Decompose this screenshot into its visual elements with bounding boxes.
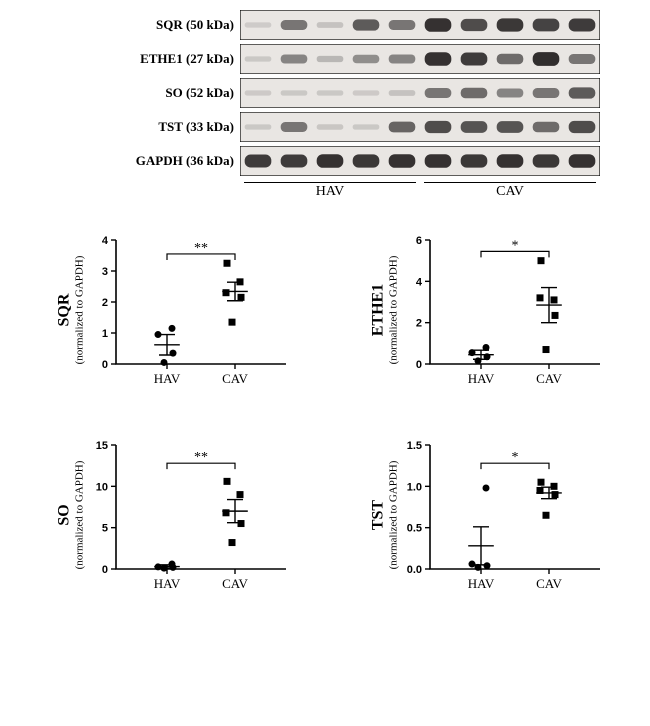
svg-text:0: 0 <box>416 359 422 371</box>
svg-text:**: ** <box>194 450 208 465</box>
blot-label: ETHE1 (27 kDa) <box>120 51 240 67</box>
plot-area: 0 2 4 6 HAV CAV * <box>388 222 608 392</box>
svg-text:0.0: 0.0 <box>407 564 422 576</box>
plot-area: 0 1 2 3 4 HAV CAV ** <box>74 222 294 392</box>
scatter-chart: ETHE1(normalized to GAPDH) 0 2 4 6 HAV CAV * <box>334 222 614 397</box>
svg-text:CAV: CAV <box>222 371 248 386</box>
blot-row: SO (52 kDa) <box>120 78 640 108</box>
sample-group-bar: HAV CAV <box>240 182 640 200</box>
blot-label: GAPDH (36 kDa) <box>120 153 240 169</box>
svg-text:*: * <box>512 450 519 465</box>
svg-text:HAV: HAV <box>468 371 495 386</box>
blot-image <box>240 44 600 74</box>
svg-text:HAV: HAV <box>468 576 495 591</box>
blot-label: TST (33 kDa) <box>120 119 240 135</box>
y-axis-label: TST(normalized to GAPDH) <box>369 460 399 569</box>
svg-text:3: 3 <box>102 266 108 278</box>
blot-label: SO (52 kDa) <box>120 85 240 101</box>
svg-text:1: 1 <box>102 328 108 340</box>
svg-text:6: 6 <box>416 235 422 247</box>
svg-text:CAV: CAV <box>222 576 248 591</box>
svg-text:0: 0 <box>102 359 108 371</box>
svg-text:15: 15 <box>96 440 108 452</box>
blot-row: ETHE1 (27 kDa) <box>120 44 640 74</box>
svg-text:CAV: CAV <box>536 576 562 591</box>
svg-text:1.0: 1.0 <box>407 481 422 493</box>
scatter-chart: SQR(normalized to GAPDH) 0 1 2 3 4 HAV CAV ** <box>20 222 300 397</box>
sample-group-label: CAV <box>424 182 596 200</box>
svg-text:2: 2 <box>416 318 422 330</box>
svg-text:2: 2 <box>102 297 108 309</box>
svg-text:10: 10 <box>96 481 108 493</box>
svg-text:HAV: HAV <box>154 371 181 386</box>
y-axis-label: ETHE1(normalized to GAPDH) <box>369 255 399 364</box>
blot-image <box>240 10 600 40</box>
y-axis-label: SO(normalized to GAPDH) <box>55 460 85 569</box>
svg-text:*: * <box>512 238 519 253</box>
blot-row: SQR (50 kDa) <box>120 10 640 40</box>
svg-text:4: 4 <box>416 276 423 288</box>
svg-text:1.5: 1.5 <box>407 440 422 452</box>
western-blot-panel: SQR (50 kDa) ETHE1 (27 kDa) SO (52 kDa) TST… <box>120 10 640 176</box>
sample-group-label: HAV <box>244 182 416 200</box>
scatter-chart: TST(normalized to GAPDH) 0.0 0.5 1.0 1.5 HAV C… <box>334 427 614 602</box>
blot-image <box>240 78 600 108</box>
svg-text:**: ** <box>194 241 208 256</box>
blot-image <box>240 146 600 176</box>
y-axis-label: SQR(normalized to GAPDH) <box>55 255 85 364</box>
plot-area: 0 5 10 15 HAV CAV ** <box>74 427 294 597</box>
plot-area: 0.0 0.5 1.0 1.5 HAV CAV * <box>388 427 608 597</box>
blot-image <box>240 112 600 142</box>
blot-label: SQR (50 kDa) <box>120 17 240 33</box>
scatter-chart: SO(normalized to GAPDH) 0 5 10 15 HAV CAV ** <box>20 427 300 602</box>
svg-text:4: 4 <box>102 235 109 247</box>
svg-text:0.5: 0.5 <box>407 523 422 535</box>
svg-text:5: 5 <box>102 523 108 535</box>
blot-row: GAPDH (36 kDa) <box>120 146 640 176</box>
svg-text:0: 0 <box>102 564 108 576</box>
svg-text:HAV: HAV <box>154 576 181 591</box>
svg-text:CAV: CAV <box>536 371 562 386</box>
quantification-charts: SQR(normalized to GAPDH)01234HAVCAV**ETH… <box>10 200 640 612</box>
blot-row: TST (33 kDa) <box>120 112 640 142</box>
